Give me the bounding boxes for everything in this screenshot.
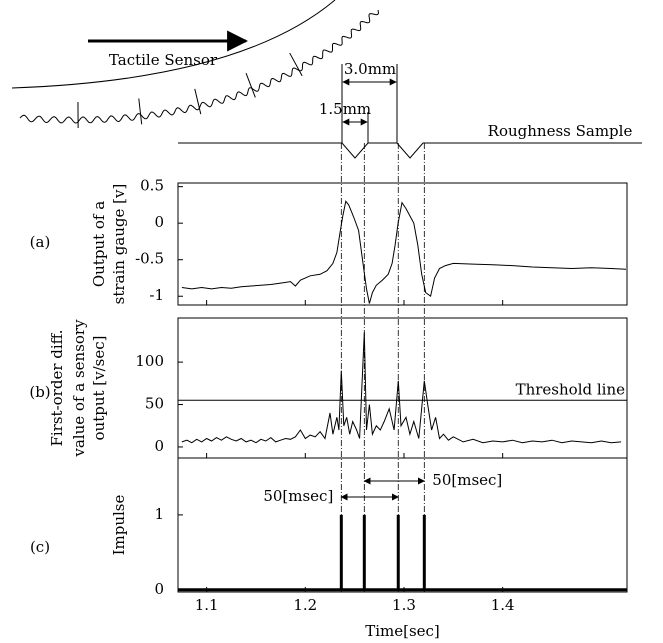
x-axis-label: Time[sec] [365, 622, 440, 640]
interval-label: 50[msec] [263, 487, 333, 505]
x-tick-label: 1.1 [195, 596, 219, 614]
sensor-gauge-mark [245, 72, 256, 98]
y-axis-label: Impulse [110, 494, 128, 555]
plot-frame [177, 457, 628, 593]
y-tick-label: -0.5 [135, 250, 164, 268]
y-axis-label: value of a sensory [70, 319, 88, 458]
panel-label: (b) [29, 383, 50, 401]
y-axis-label: Output of a [90, 201, 108, 287]
y-tick-label: 0 [154, 580, 164, 598]
sensor-gauge-mark [138, 98, 143, 125]
panel-label: (a) [30, 233, 51, 251]
y-tick-label: 0 [154, 437, 164, 455]
y-tick-label: 50 [145, 395, 164, 413]
x-tick-label: 1.2 [293, 596, 317, 614]
sample-profile [178, 142, 642, 159]
plot-frame [177, 182, 628, 306]
y-axis-label: output [v/sec] [90, 336, 108, 441]
y-tick-label: -1 [149, 286, 164, 304]
x-tick-label: 1.3 [392, 596, 416, 614]
sensor-label: Tactile Sensor [109, 51, 218, 69]
sensor-outer-arc [11, 0, 336, 89]
dimension-label: 1.5mm [319, 100, 371, 118]
interval-label: 50[msec] [432, 471, 502, 489]
sensor-gauge-mark [194, 88, 202, 115]
signal-line [181, 332, 622, 444]
signal-line [181, 200, 627, 304]
sensor-wavy-surface [19, 9, 379, 124]
y-axis-label: First-order diff. [48, 329, 66, 446]
y-tick-label: 0 [154, 213, 164, 231]
y-tick-label: 100 [135, 352, 164, 370]
x-tick-label: 1.4 [491, 596, 515, 614]
y-tick-label: 0.5 [140, 177, 164, 195]
sample-label: Roughness Sample [488, 122, 633, 140]
sensor-gauge-mark [289, 52, 303, 77]
y-tick-label: 1 [154, 505, 164, 523]
panel-label: (c) [30, 538, 50, 556]
dimension-label: 3.0mm [344, 60, 396, 78]
threshold-label: Threshold line [516, 380, 626, 398]
y-axis-label: strain gauge [v] [110, 184, 128, 305]
